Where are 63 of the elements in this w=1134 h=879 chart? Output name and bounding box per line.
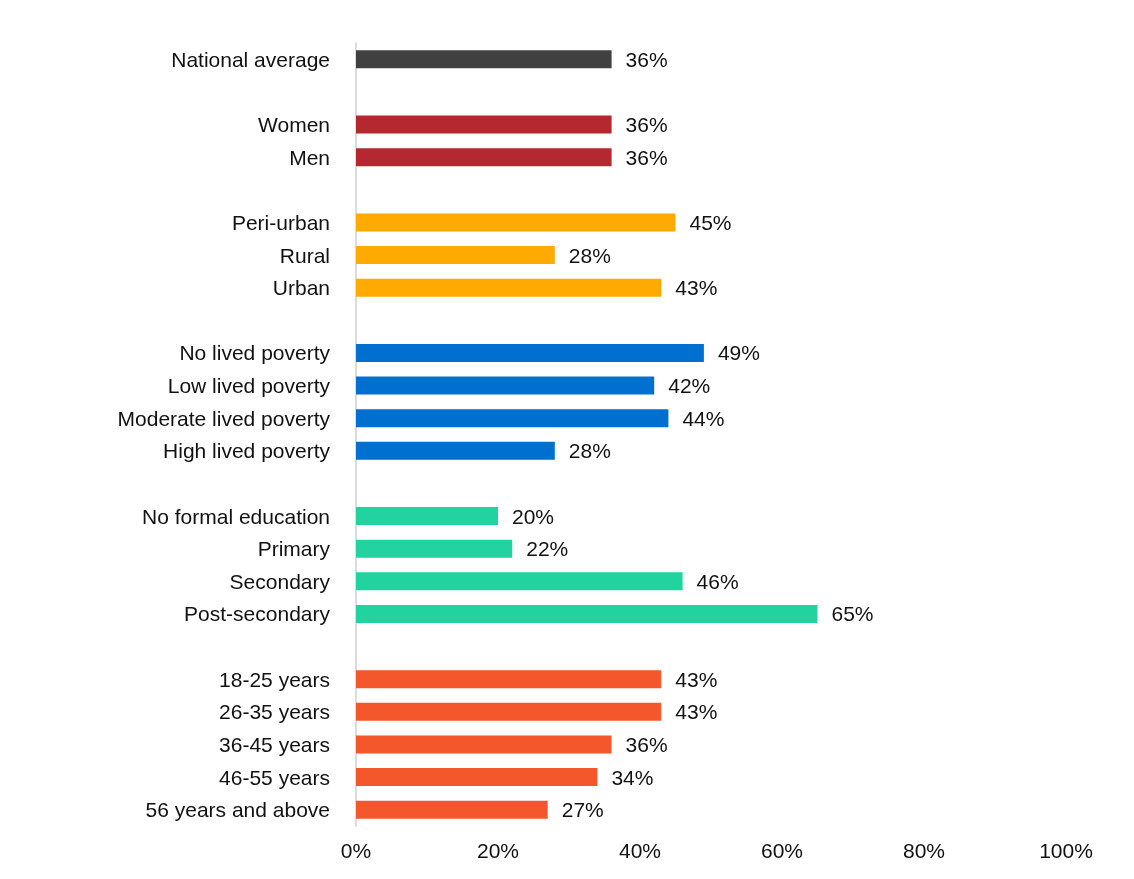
bar bbox=[356, 213, 676, 232]
y-tick-label: High lived poverty bbox=[163, 439, 331, 463]
x-tick-label: 20% bbox=[476, 839, 520, 862]
bar bbox=[356, 604, 818, 623]
data-label: 27% bbox=[561, 798, 604, 822]
data-label: 36% bbox=[625, 113, 668, 137]
x-tick-label: 60% bbox=[760, 839, 804, 862]
data-label: 36% bbox=[625, 47, 668, 71]
bar bbox=[356, 507, 498, 526]
bar bbox=[356, 768, 598, 787]
y-tick-label: Moderate lived poverty bbox=[117, 406, 331, 430]
bar bbox=[356, 572, 683, 591]
bar bbox=[356, 343, 704, 362]
x-tick-label: 80% bbox=[902, 839, 946, 862]
y-tick-label: 46-55 years bbox=[219, 765, 330, 789]
bar bbox=[356, 735, 612, 754]
data-label: 36% bbox=[625, 732, 668, 756]
y-tick-label: 56 years and above bbox=[145, 798, 330, 822]
y-tick-label: National average bbox=[171, 47, 330, 71]
data-label: 20% bbox=[512, 504, 555, 528]
bar bbox=[356, 539, 513, 558]
data-label: 45% bbox=[689, 210, 732, 234]
bar bbox=[356, 148, 612, 167]
data-label: 36% bbox=[625, 145, 668, 169]
bar bbox=[356, 246, 555, 265]
bar bbox=[356, 409, 669, 428]
bar bbox=[356, 50, 612, 69]
y-tick-label: 36-45 years bbox=[219, 732, 330, 756]
y-tick-label: Peri-urban bbox=[231, 210, 330, 234]
data-label: 42% bbox=[668, 374, 711, 398]
data-label: 43% bbox=[675, 700, 718, 724]
bar bbox=[356, 670, 662, 689]
x-tick-label: 0% bbox=[340, 839, 372, 862]
data-label: 46% bbox=[696, 569, 739, 593]
data-label: 49% bbox=[717, 341, 760, 365]
y-tick-label: 18-25 years bbox=[219, 667, 330, 691]
y-tick-label: Women bbox=[258, 113, 330, 137]
y-tick-label: 26-35 years bbox=[219, 700, 330, 724]
y-tick-label: Post-secondary bbox=[184, 602, 331, 626]
y-tick-label: Secondary bbox=[229, 569, 331, 593]
bar bbox=[356, 278, 662, 297]
data-label: 28% bbox=[568, 243, 611, 267]
bar bbox=[356, 800, 548, 819]
data-label: 22% bbox=[526, 537, 569, 561]
bar bbox=[356, 441, 555, 460]
x-tick-label: 100% bbox=[1039, 839, 1093, 862]
y-tick-label: No formal education bbox=[142, 504, 330, 528]
data-label: 34% bbox=[611, 765, 654, 789]
y-tick-label: No lived poverty bbox=[179, 341, 331, 365]
x-tick-label: 40% bbox=[618, 839, 662, 862]
data-label: 43% bbox=[675, 667, 718, 691]
data-label: 44% bbox=[682, 406, 725, 430]
data-label: 43% bbox=[675, 276, 718, 300]
y-tick-label: Rural bbox=[279, 243, 330, 267]
bar bbox=[356, 115, 612, 134]
data-label: 28% bbox=[568, 439, 611, 463]
y-tick-label: Primary bbox=[257, 537, 331, 561]
y-tick-label: Low lived poverty bbox=[167, 374, 331, 398]
bar bbox=[356, 702, 662, 721]
y-tick-label: Men bbox=[289, 145, 330, 169]
bar bbox=[356, 376, 655, 395]
y-tick-label: Urban bbox=[272, 276, 330, 300]
data-label: 65% bbox=[831, 602, 874, 626]
